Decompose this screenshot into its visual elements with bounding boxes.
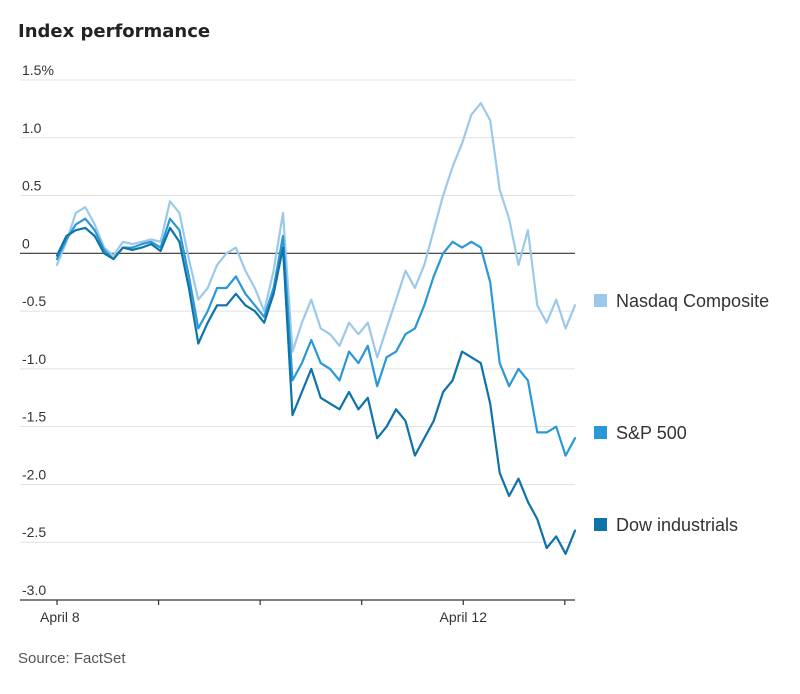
chart-title: Index performance	[18, 21, 210, 42]
y-tick-label: -1.5	[22, 409, 46, 425]
y-tick-label: -2.0	[22, 466, 46, 482]
legend-swatch	[594, 426, 607, 439]
legend-label: Dow industrials	[616, 515, 738, 535]
y-tick-label: 1.0	[22, 120, 42, 136]
x-axis: April 8 April 12	[20, 599, 575, 625]
legend-swatch	[594, 294, 607, 307]
y-tick-label: -0.5	[22, 293, 46, 309]
series-lines	[55, 101, 577, 555]
x-tick-label: April 8	[40, 609, 80, 625]
y-tick-label: -2.5	[22, 524, 46, 540]
series-line-dow-industrials	[55, 226, 577, 555]
y-tick-label: 0.5	[22, 178, 42, 194]
y-axis-ticks: 1.5% 1.0 0.5 0 -0.5 -1.0 -1.5 -2.0 -2.5 -3.0	[22, 62, 54, 598]
y-tick-label: 0	[22, 235, 30, 251]
legend-label: Nasdaq Composite	[616, 291, 769, 311]
y-tick-label: -3.0	[22, 582, 46, 598]
legend-swatch	[594, 518, 607, 531]
source-note: Source: FactSet	[18, 650, 126, 667]
legend: Nasdaq Composite S&P 500 Dow industrials	[594, 291, 769, 535]
series-line-nasdaq-composite	[55, 101, 577, 359]
legend-label: S&P 500	[616, 423, 687, 443]
x-tick-label: April 12	[440, 609, 488, 625]
y-tick-label: -1.0	[22, 351, 46, 367]
gridlines	[20, 79, 575, 601]
series-line-s-p-500	[55, 217, 577, 457]
y-tick-label: 1.5%	[22, 62, 54, 78]
